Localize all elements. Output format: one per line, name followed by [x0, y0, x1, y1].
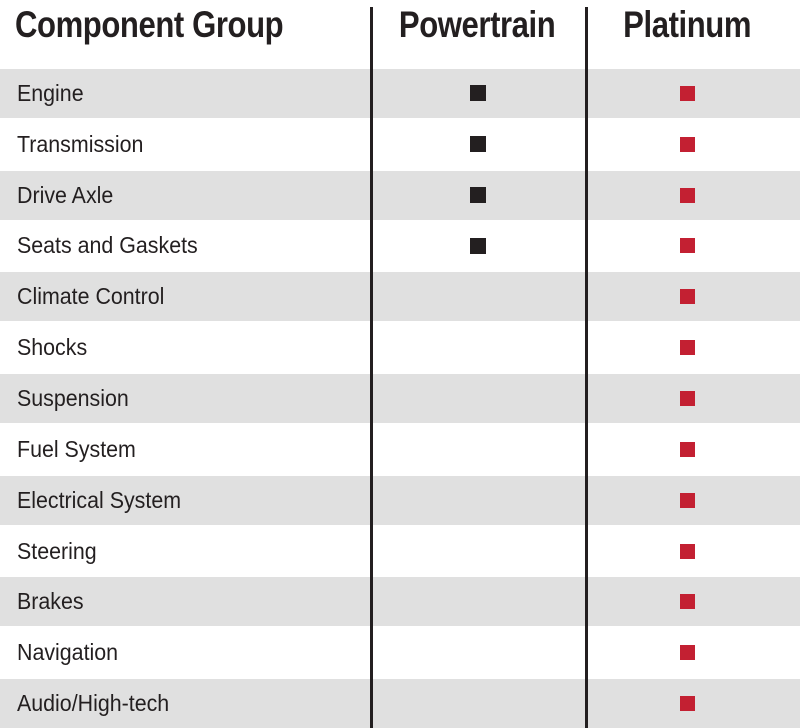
row-label: Brakes	[17, 588, 84, 615]
red-square-icon	[679, 543, 695, 559]
component-group-cell: Brakes	[0, 577, 370, 626]
row-label: Steering	[17, 537, 97, 564]
table-row: Navigation	[0, 628, 800, 677]
row-label: Engine	[17, 79, 84, 106]
red-square-icon	[679, 187, 695, 203]
powertrain-cell	[370, 171, 585, 220]
table-row: Climate Control	[0, 270, 800, 324]
component-group-cell: Steering	[0, 527, 370, 576]
table-row: Engine	[0, 67, 800, 120]
red-square-icon	[679, 645, 695, 661]
black-square-icon	[469, 237, 486, 254]
powertrain-cell	[370, 679, 585, 728]
platinum-cell	[585, 425, 800, 474]
powertrain-cell	[370, 222, 585, 271]
powertrain-cell	[370, 476, 585, 525]
red-square-icon	[679, 696, 695, 712]
powertrain-cell	[370, 272, 585, 321]
powertrain-header-label: Powertrain	[399, 4, 556, 45]
row-label: Drive Axle	[17, 181, 114, 208]
platinum-cell	[585, 222, 800, 271]
component-group-cell: Fuel System	[0, 425, 370, 474]
component-group-cell: Climate Control	[0, 272, 370, 321]
table-row: Transmission	[0, 120, 800, 169]
table-row: Suspension	[0, 372, 800, 425]
component-group-cell: Drive Axle	[0, 171, 370, 220]
table-body: Engine Transmission Drive Axle Seats and	[0, 67, 800, 728]
red-square-icon	[679, 85, 695, 101]
red-square-icon	[679, 594, 695, 610]
powertrain-cell	[370, 527, 585, 576]
table-row: Brakes	[0, 575, 800, 629]
red-square-icon	[679, 289, 695, 305]
platinum-cell	[585, 120, 800, 169]
red-square-icon	[679, 492, 695, 508]
powertrain-cell	[370, 323, 585, 372]
column-divider-platinum	[585, 7, 588, 728]
platinum-cell	[585, 577, 800, 626]
column-header-component-group: Component Group	[0, 0, 370, 67]
table-row: Drive Axle	[0, 168, 800, 222]
platinum-cell	[585, 171, 800, 220]
component-group-cell: Suspension	[0, 374, 370, 423]
table-row: Audio/High-tech	[0, 677, 800, 728]
row-label: Climate Control	[17, 283, 165, 310]
red-square-icon	[679, 136, 695, 152]
component-group-cell: Navigation	[0, 628, 370, 677]
component-group-header-label: Component Group	[15, 4, 284, 45]
black-square-icon	[469, 85, 486, 102]
component-group-cell: Electrical System	[0, 476, 370, 525]
platinum-cell	[585, 679, 800, 728]
table-row: Electrical System	[0, 473, 800, 527]
powertrain-cell	[370, 425, 585, 474]
column-header-powertrain: Powertrain	[370, 0, 585, 67]
table-row: Fuel System	[0, 425, 800, 474]
table-row: Shocks	[0, 323, 800, 372]
platinum-cell	[585, 476, 800, 525]
component-group-cell: Engine	[0, 69, 370, 118]
row-label: Fuel System	[17, 435, 136, 462]
powertrain-cell	[370, 628, 585, 677]
component-group-cell: Audio/High-tech	[0, 679, 370, 728]
platinum-cell	[585, 69, 800, 118]
row-label: Seats and Gaskets	[17, 232, 198, 259]
powertrain-cell	[370, 69, 585, 118]
table-header-row: Component Group Powertrain Platinum	[0, 0, 800, 67]
row-label: Electrical System	[17, 486, 182, 513]
red-square-icon	[679, 441, 695, 457]
red-square-icon	[679, 390, 695, 406]
component-group-cell: Shocks	[0, 323, 370, 372]
row-label: Suspension	[17, 384, 129, 411]
column-divider-powertrain	[370, 7, 373, 728]
table-row: Seats and Gaskets	[0, 222, 800, 271]
platinum-cell	[585, 323, 800, 372]
column-header-platinum: Platinum	[585, 0, 800, 67]
platinum-cell	[585, 374, 800, 423]
component-group-cell: Seats and Gaskets	[0, 222, 370, 271]
table-row: Steering	[0, 527, 800, 576]
powertrain-cell	[370, 577, 585, 626]
red-square-icon	[679, 340, 695, 356]
platinum-cell	[585, 628, 800, 677]
powertrain-cell	[370, 374, 585, 423]
black-square-icon	[469, 136, 486, 153]
red-square-icon	[679, 238, 695, 254]
row-label: Audio/High-tech	[17, 690, 170, 717]
platinum-cell	[585, 527, 800, 576]
powertrain-cell	[370, 120, 585, 169]
row-label: Navigation	[17, 639, 119, 666]
component-group-cell: Transmission	[0, 120, 370, 169]
black-square-icon	[469, 187, 486, 204]
platinum-header-label: Platinum	[623, 4, 751, 45]
row-label: Transmission	[17, 130, 144, 157]
row-label: Shocks	[17, 334, 88, 361]
platinum-cell	[585, 272, 800, 321]
